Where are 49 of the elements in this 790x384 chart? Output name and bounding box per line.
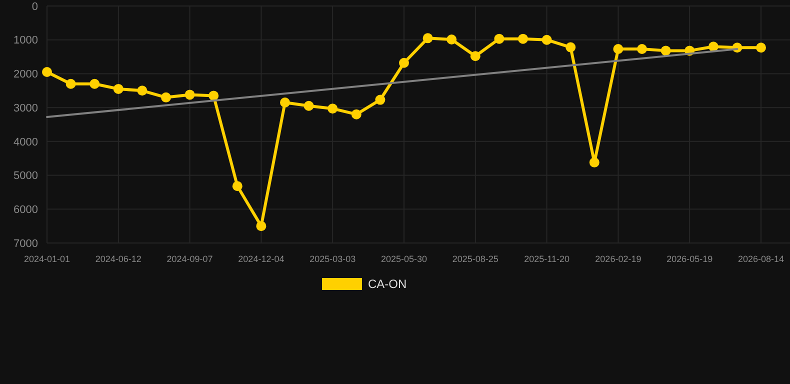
point (566, 42, 576, 52)
x-tick-label: 2024-06-12 (95, 254, 142, 264)
point (518, 34, 528, 44)
x-tick-label: 2025-11-20 (524, 254, 570, 264)
point (256, 221, 266, 232)
point (399, 58, 409, 68)
point (208, 90, 219, 101)
point (351, 109, 362, 120)
legend-label: CA-ON (368, 277, 407, 292)
x-tick-label: 2026-02-19 (595, 254, 642, 264)
x-tick-label: 2025-08-25 (452, 254, 498, 264)
y-tick-label: 7000 (14, 238, 38, 250)
point (470, 51, 480, 62)
point (637, 44, 647, 54)
point (66, 78, 76, 89)
point (542, 34, 552, 45)
point (280, 97, 290, 108)
y-tick-label: 4000 (14, 136, 38, 148)
point (304, 100, 314, 111)
point (494, 34, 504, 44)
x-tick-label: 2026-05-19 (666, 254, 713, 264)
point (113, 84, 124, 94)
y-tick-label: 0 (32, 0, 38, 13)
point (328, 104, 338, 114)
point (90, 78, 100, 89)
x-tick-label: 2024-01-01 (24, 254, 70, 264)
point (613, 44, 624, 54)
y-tick-label: 1000 (14, 34, 38, 47)
x-tick-label: 2026-08-14 (738, 254, 784, 264)
y-tick-label: 3000 (14, 102, 38, 114)
point (375, 94, 386, 105)
point (446, 34, 457, 45)
point (660, 46, 671, 56)
point (161, 92, 171, 102)
x-tick-label: 2024-09-07 (166, 254, 213, 264)
point (708, 42, 718, 52)
x-tick-label: 2024-12-04 (238, 254, 284, 264)
y-tick-label: 5000 (14, 170, 38, 182)
point (232, 181, 242, 192)
point (42, 67, 52, 78)
point (756, 42, 766, 53)
point (589, 157, 600, 168)
y-tick-label: 6000 (14, 204, 38, 216)
point (422, 33, 433, 44)
x-tick-label: 2025-03-03 (310, 254, 356, 264)
y-tick-label: 2000 (14, 68, 38, 81)
point (137, 86, 148, 96)
point (184, 90, 195, 100)
x-tick-label: 2025-05-30 (380, 254, 428, 264)
